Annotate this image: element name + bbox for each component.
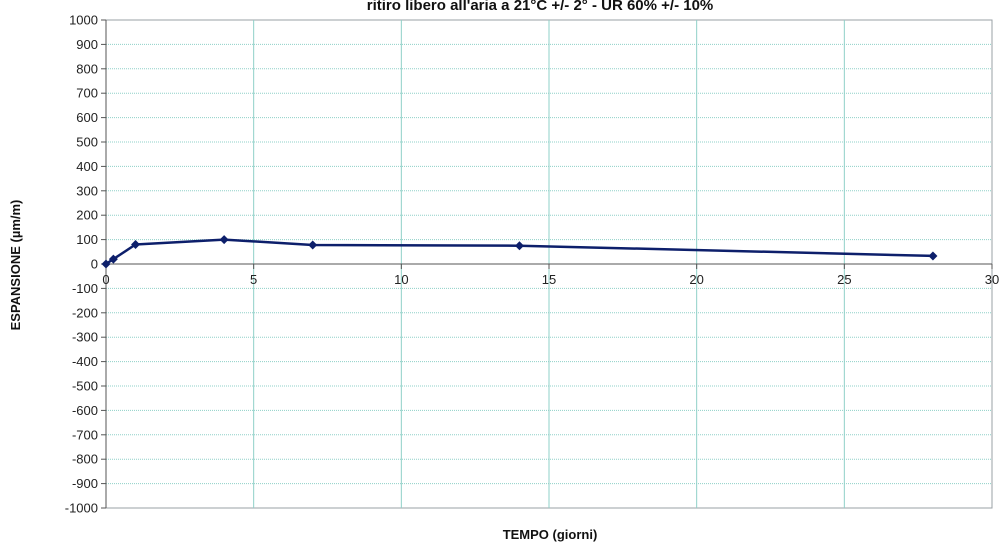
data-point-marker [308,240,318,250]
x-tick-label: 10 [394,272,408,287]
chart-title: ritiro libero all'aria a 21°C +/- 2° - U… [367,0,714,14]
y-tick-label: 1000 [69,13,98,28]
y-tick-label: 600 [76,110,98,125]
y-tick-label: 100 [76,232,98,247]
y-tick-label: 700 [76,86,98,101]
y-tick-label: 200 [76,208,98,223]
tick-labels: -1000-900-800-700-600-500-400-300-200-10… [65,13,999,516]
y-tick-label: 800 [76,61,98,76]
y-tick-label: 0 [91,257,98,272]
data-point-marker [928,251,938,261]
x-tick-label: 25 [837,272,851,287]
y-tick-label: -500 [72,379,98,394]
y-tick-label: -400 [72,354,98,369]
data-point-marker [219,235,229,245]
x-tick-label: 15 [542,272,556,287]
y-tick-label: -1000 [65,501,98,516]
x-tick-label: 30 [985,272,999,287]
y-tick-label: 300 [76,183,98,198]
y-tick-label: 900 [76,37,98,52]
x-tick-label: 0 [102,272,109,287]
data-point-marker [131,239,141,249]
y-axis-title: ESPANSIONE (µm/m) [8,200,23,331]
y-tick-label: -800 [72,452,98,467]
y-tick-label: -600 [72,403,98,418]
y-tick-label: 400 [76,159,98,174]
y-tick-label: -700 [72,427,98,442]
data-point-marker [101,259,111,269]
y-tick-label: -900 [72,476,98,491]
y-tick-label: -100 [72,281,98,296]
series-layer [101,235,938,269]
y-tick-label: -300 [72,330,98,345]
data-point-marker [108,254,118,264]
data-point-marker [514,241,524,251]
y-tick-label: -200 [72,305,98,320]
x-tick-label: 20 [689,272,703,287]
x-tick-label: 5 [250,272,257,287]
y-tick-label: 500 [76,135,98,150]
x-axis-title: TEMPO (giorni) [503,527,598,542]
